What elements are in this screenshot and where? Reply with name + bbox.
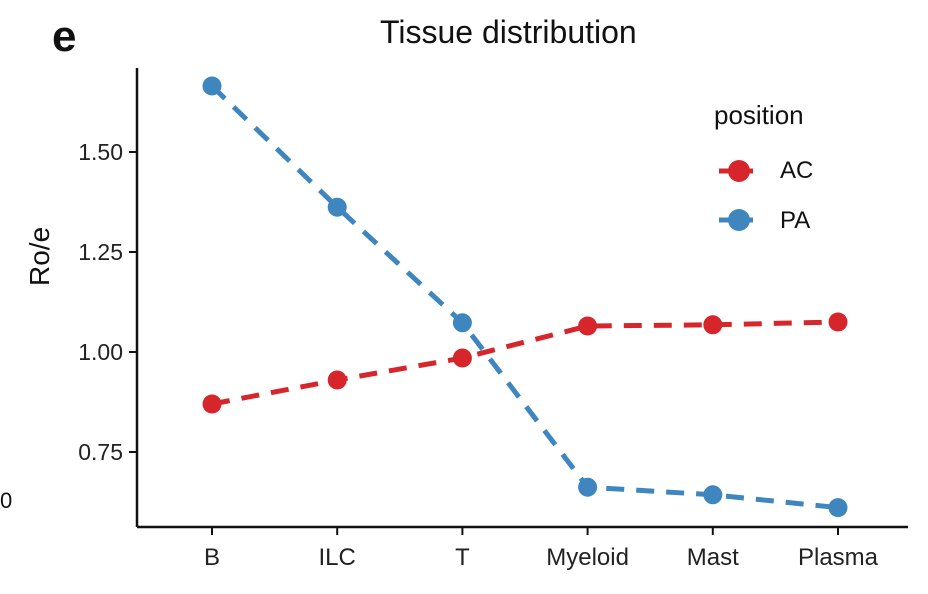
data-point-pa	[327, 197, 347, 217]
data-point-ac	[828, 312, 848, 332]
cut-off-tick-label: 0	[0, 488, 13, 513]
data-point-ac	[578, 316, 598, 336]
data-point-pa	[452, 313, 472, 333]
y-tick-label: 1.25	[78, 239, 123, 265]
x-tick-label: ILC	[319, 544, 356, 571]
x-tick-label: Mast	[687, 544, 739, 571]
series-line-ac	[211, 319, 839, 407]
legend-title: position	[714, 100, 804, 130]
legend-key-point-ac	[728, 160, 750, 182]
x-tick-label: Myeloid	[546, 544, 629, 571]
legend-label-pa: PA	[780, 207, 811, 234]
y-tick-label: 1.50	[78, 139, 123, 165]
data-point-ac	[327, 370, 347, 390]
x-tick-label: T	[455, 544, 470, 571]
chart-title: Tissue distribution	[380, 14, 637, 50]
x-tick-label: B	[204, 544, 220, 571]
legend-key-point-pa	[728, 209, 750, 231]
data-point-pa	[828, 498, 848, 518]
data-point-pa	[703, 485, 723, 505]
data-point-pa	[202, 76, 222, 96]
x-tick-label: Plasma	[798, 544, 879, 571]
data-point-ac	[703, 315, 723, 335]
data-point-pa	[578, 477, 598, 497]
data-point-ac	[452, 348, 472, 368]
y-tick-label: 1.00	[78, 339, 123, 365]
panel-label: e	[52, 12, 77, 61]
legend-label-ac: AC	[780, 157, 814, 184]
data-point-ac	[202, 394, 222, 414]
series-line-pa	[210, 84, 839, 511]
y-tick-label: 0.75	[78, 439, 123, 465]
